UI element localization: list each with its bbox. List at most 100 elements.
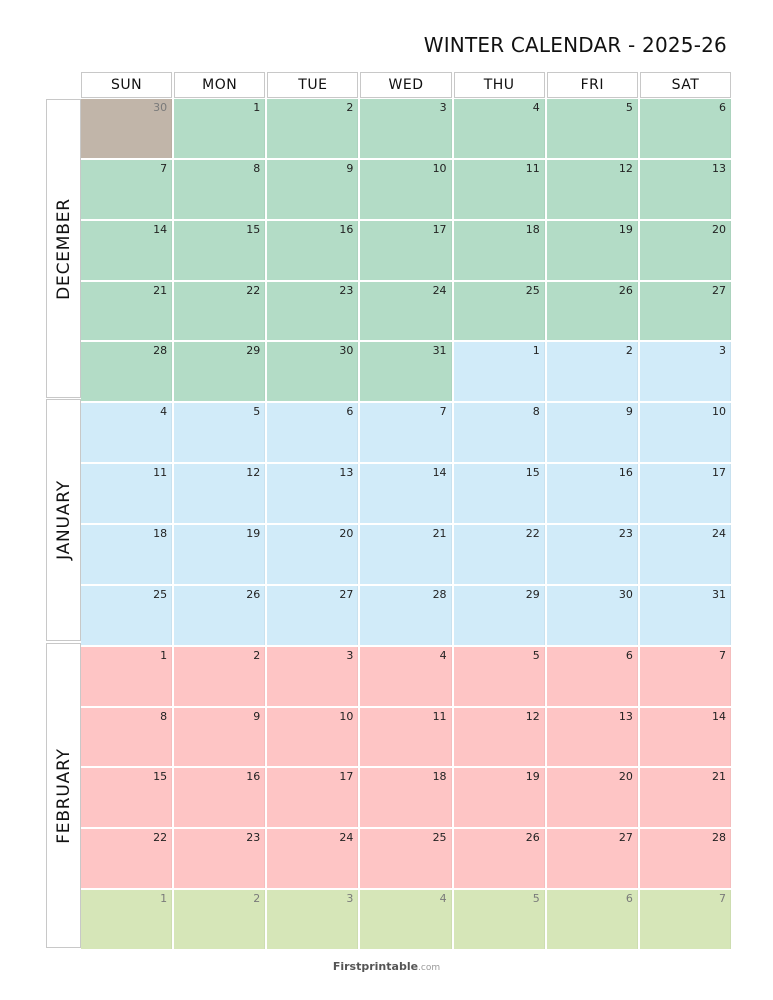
day-number: 6 [346, 405, 354, 419]
day-number: 21 [432, 527, 447, 540]
day-cell: 13 [267, 464, 359, 523]
day-cell: 1 [453, 342, 545, 402]
day-cell: 28 [81, 342, 173, 402]
day-number: 10 [432, 161, 447, 175]
day-cell: 10 [360, 159, 452, 219]
day-cell: 15 [81, 768, 173, 828]
day-cell: 2 [174, 646, 266, 706]
day-number: 25 [153, 587, 168, 601]
day-number: 11 [153, 466, 168, 480]
weekday-header-mon: MON [174, 72, 266, 98]
day-number: 19 [246, 527, 261, 540]
day-cell: 12 [453, 707, 545, 767]
day-number: 13 [618, 709, 633, 723]
day-cell: 29 [453, 585, 545, 645]
day-cell: 10 [267, 707, 359, 767]
day-cell: 17 [360, 220, 452, 280]
day-number: 23 [339, 283, 354, 297]
day-number: 12 [525, 709, 540, 723]
day-cell: 9 [174, 707, 266, 767]
day-number: 27 [339, 587, 354, 601]
day-cell: 5 [453, 890, 545, 949]
day-number: 23 [618, 527, 633, 540]
day-number: 15 [525, 466, 540, 480]
day-number: 29 [525, 587, 540, 601]
day-cell: 30 [546, 585, 638, 645]
page-title: WINTER CALENDAR - 2025-26 [423, 33, 727, 57]
day-cell: 17 [639, 464, 731, 523]
day-cell: 19 [546, 220, 638, 280]
day-cell: 17 [267, 768, 359, 828]
day-number: 3 [719, 344, 726, 358]
day-number: 6 [625, 892, 633, 906]
day-cell: 28 [639, 829, 731, 889]
day-cell: 21 [360, 525, 452, 584]
day-cell: 7 [639, 890, 731, 949]
day-number: 13 [339, 466, 354, 480]
day-cell: 9 [267, 159, 359, 219]
day-cell: 11 [360, 707, 452, 767]
day-cell: 4 [360, 890, 452, 949]
day-cell: 7 [639, 646, 731, 706]
day-cell: 26 [174, 585, 266, 645]
day-number: 26 [525, 831, 540, 845]
day-number: 17 [339, 770, 354, 784]
day-cell: 7 [360, 403, 452, 463]
day-number: 22 [525, 527, 540, 540]
day-number: 5 [253, 405, 261, 419]
day-number: 19 [618, 222, 633, 236]
day-number: 20 [339, 527, 354, 540]
day-number: 17 [432, 222, 447, 236]
day-cell: 12 [174, 464, 266, 523]
weekday-header-fri: FRI [546, 72, 638, 98]
day-cell: 20 [267, 525, 359, 584]
day-number: 25 [432, 831, 447, 845]
weekday-header-tue: TUE [267, 72, 359, 98]
day-number: 3 [439, 101, 447, 114]
day-cell: 1 [81, 890, 173, 949]
day-number: 24 [339, 831, 354, 845]
month-label-february: FEBRUARY [46, 643, 81, 948]
day-number: 30 [339, 344, 354, 358]
day-cell: 26 [453, 829, 545, 889]
day-cell: 23 [546, 525, 638, 584]
day-cell: 3 [267, 646, 359, 706]
day-number: 30 [153, 101, 168, 114]
day-number: 28 [712, 831, 726, 845]
day-cell: 1 [174, 99, 266, 158]
day-cell: 16 [174, 768, 266, 828]
day-cell: 10 [639, 403, 731, 463]
day-cell: 18 [360, 768, 452, 828]
day-cell: 19 [174, 525, 266, 584]
day-number: 7 [719, 648, 726, 662]
day-number: 22 [153, 831, 168, 845]
day-cell: 19 [453, 768, 545, 828]
day-number: 20 [712, 222, 726, 236]
month-name: DECEMBER [53, 197, 74, 300]
day-number: 29 [246, 344, 261, 358]
day-cell: 26 [546, 281, 638, 341]
day-cell: 25 [360, 829, 452, 889]
day-number: 8 [532, 405, 540, 419]
day-number: 6 [625, 648, 633, 662]
day-number: 16 [618, 466, 633, 480]
day-number: 7 [719, 892, 726, 906]
day-cell: 14 [360, 464, 452, 523]
day-number: 1 [160, 648, 168, 662]
day-number: 13 [712, 161, 726, 175]
day-number: 31 [712, 587, 726, 601]
day-cell: 4 [81, 403, 173, 463]
day-cell: 3 [360, 99, 452, 158]
day-cell: 9 [546, 403, 638, 463]
brand-name: Firstprintable [332, 960, 419, 973]
day-number: 24 [432, 283, 447, 297]
day-cell: 14 [639, 707, 731, 767]
day-number: 11 [432, 709, 447, 723]
day-cell: 20 [639, 220, 731, 280]
day-number: 31 [432, 344, 447, 358]
day-cell: 27 [546, 829, 638, 889]
day-cell: 8 [174, 159, 266, 219]
day-number: 21 [712, 770, 726, 784]
weekday-header-sat: SAT [639, 72, 731, 98]
month-name: JANUARY [53, 480, 74, 560]
